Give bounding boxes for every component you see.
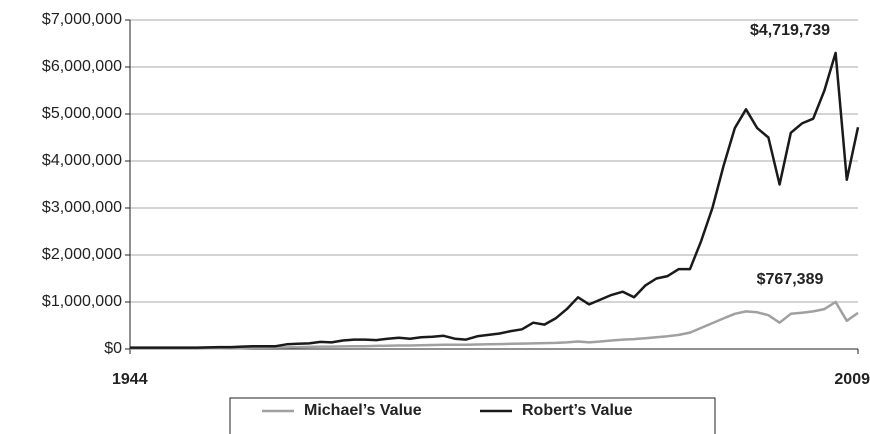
x-tick-label: 2009 bbox=[834, 371, 870, 388]
y-tick-label: $5,000,000 bbox=[42, 105, 122, 122]
y-tick-label: $2,000,000 bbox=[42, 246, 122, 263]
y-tick-label: $4,000,000 bbox=[42, 152, 122, 169]
y-tick-label: $6,000,000 bbox=[42, 58, 122, 75]
legend-label: Michael’s Value bbox=[304, 402, 422, 419]
annotation: $767,389 bbox=[757, 271, 824, 288]
y-tick-label: $3,000,000 bbox=[42, 199, 122, 216]
annotation: $4,719,739 bbox=[750, 22, 830, 39]
y-tick-label: $7,000,000 bbox=[42, 11, 122, 28]
series-line bbox=[130, 51, 860, 349]
series-line bbox=[130, 300, 859, 350]
x-tick-label: 1944 bbox=[112, 371, 148, 388]
y-tick-label: $0 bbox=[104, 340, 122, 357]
legend-box bbox=[229, 397, 716, 434]
y-tick-label: $1,000,000 bbox=[42, 293, 122, 310]
legend-label: Robert’s Value bbox=[522, 402, 633, 419]
